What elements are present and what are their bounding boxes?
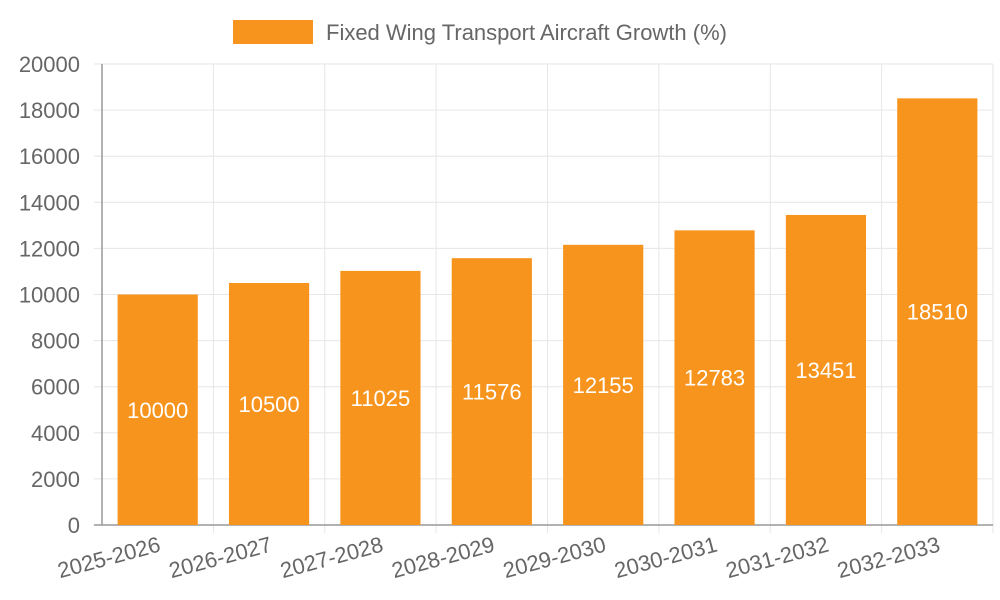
bar[interactable] [340,270,421,525]
y-tick-label: 4000 [31,421,80,446]
bar[interactable] [228,282,310,525]
y-tick-label: 8000 [31,329,80,354]
y-tick-label: 14000 [19,190,80,215]
y-tick-label: 16000 [19,144,80,169]
data-label: 11025 [351,386,411,411]
data-label: 18510 [907,300,968,325]
x-tick-label: 2029-2030 [500,532,608,583]
bar[interactable] [785,214,867,525]
y-tick-label: 18000 [19,98,80,123]
bar[interactable] [674,230,755,525]
y-tick-label: 20000 [19,52,80,77]
y-tick-label: 12000 [19,236,80,261]
bar[interactable] [563,244,644,525]
data-label: 12783 [684,366,745,391]
legend-swatch [233,20,313,44]
bar[interactable] [451,258,532,525]
x-tick-label: 2027-2028 [278,532,386,583]
x-tick-label: 2031-2032 [723,532,831,583]
x-tick-label: 2032-2033 [835,532,943,583]
y-tick-label: 6000 [31,375,80,400]
data-label: 12155 [573,373,634,398]
x-tick-label: 2026-2027 [166,532,274,583]
legend-label: Fixed Wing Transport Aircraft Growth (%) [326,20,727,45]
y-tick-label: 2000 [31,467,80,492]
data-labels: 10000 10500 11025 11576 12155 12783 13451 18510 [127,300,968,423]
chart-legend[interactable]: Fixed Wing Transport Aircraft Growth (%) [233,20,727,45]
y-axis-tick-labels: 0 2000 4000 6000 8000 10000 12000 14000 16000 180… [19,52,80,538]
x-axis-tick-labels: 2025-2026 2026-2027 2027-2028 2028-2029 2029… [55,532,943,583]
data-label: 10500 [238,392,299,417]
x-tick-label: 2030-2031 [612,532,720,583]
data-label: 13451 [795,358,856,383]
bar[interactable] [897,98,978,526]
bars [117,98,978,526]
y-tick-label: 0 [68,513,80,538]
x-tick-label: 2028-2029 [389,532,497,583]
x-tick-label: 2025-2026 [55,532,163,583]
data-label: 11576 [462,380,522,405]
y-tick-label: 10000 [19,283,80,308]
bar[interactable] [117,294,198,526]
data-label: 10000 [127,398,188,423]
